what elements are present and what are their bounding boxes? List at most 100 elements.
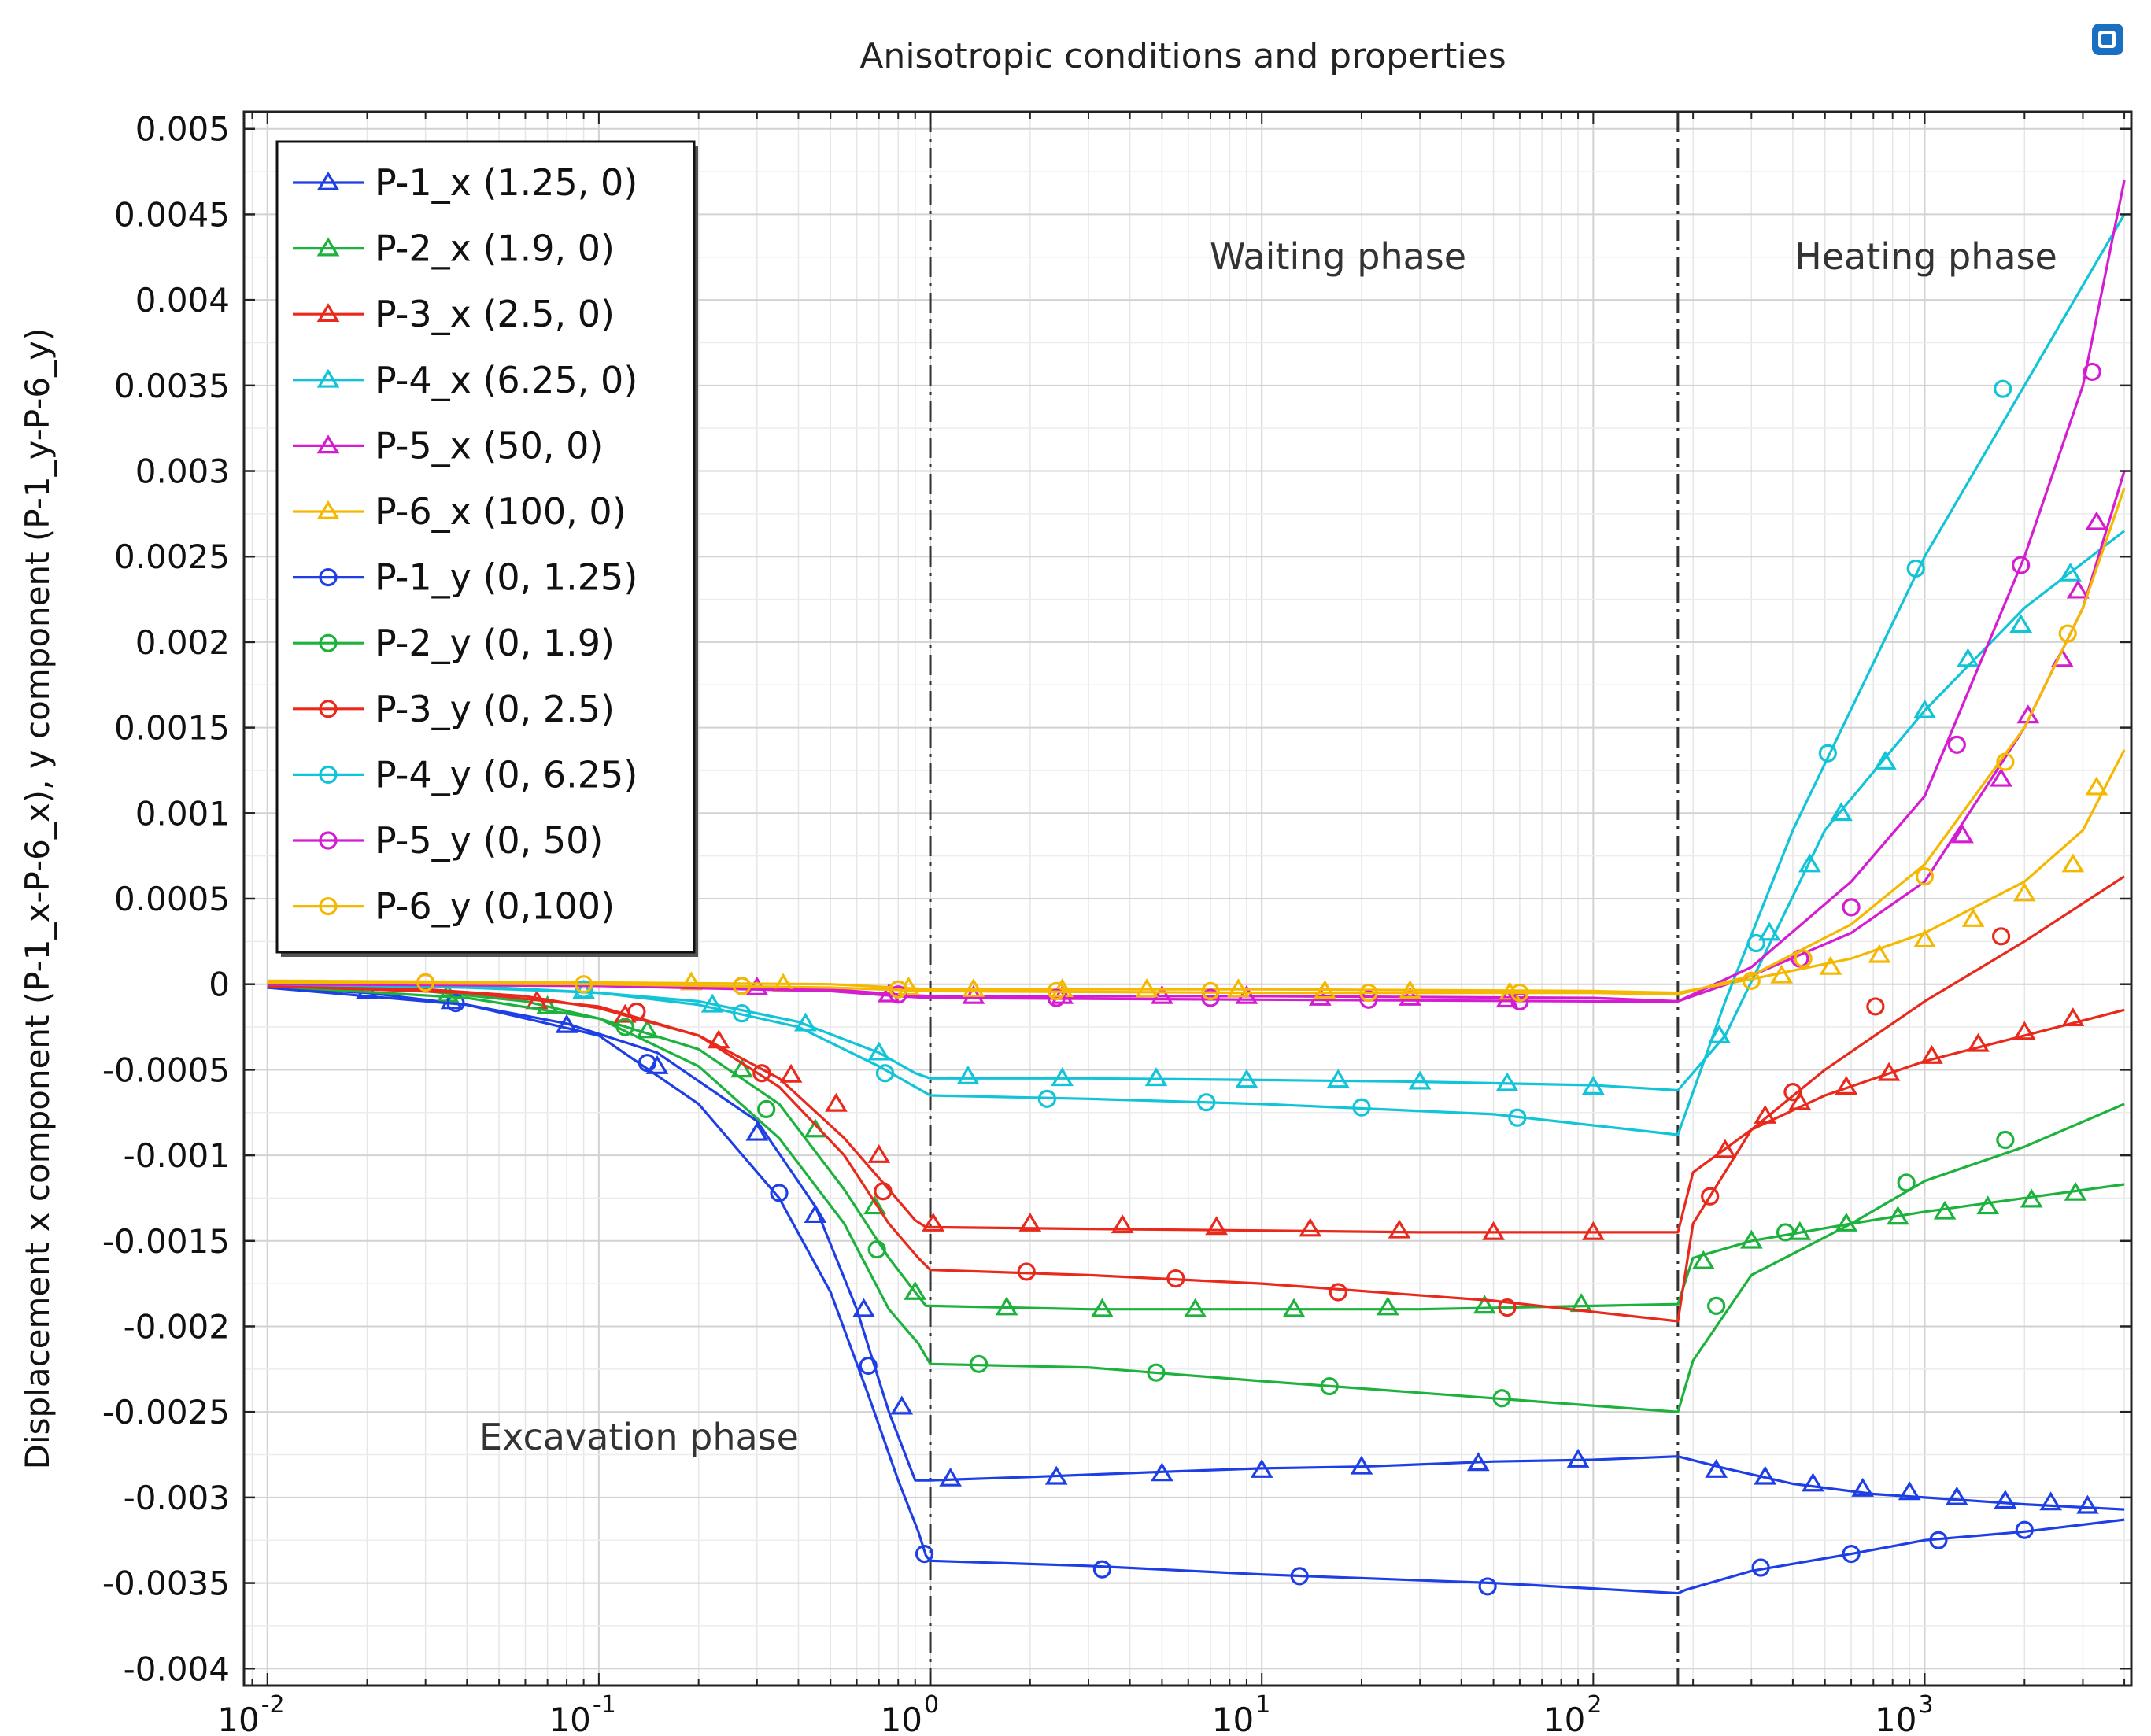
data-point-marker bbox=[1326, 1069, 1350, 1088]
series-p-4-x bbox=[267, 530, 2126, 1095]
data-point-marker bbox=[1047, 988, 1066, 1007]
data-point-marker bbox=[1802, 1472, 1824, 1492]
annotation-excavation-phase: Excavation phase bbox=[479, 1416, 799, 1458]
data-point-marker bbox=[867, 1041, 891, 1061]
legend-item: P-3_y (0, 2.5) bbox=[293, 688, 615, 730]
legend-label: P-3_y (0, 2.5) bbox=[375, 688, 615, 730]
legend-item: P-6_y (0,100) bbox=[293, 885, 615, 928]
data-point-marker bbox=[1994, 379, 2012, 398]
phase-divider-lines bbox=[929, 112, 1680, 1686]
x-tick-exponent: 2 bbox=[1587, 1691, 1602, 1719]
data-point-marker bbox=[1092, 1560, 1112, 1579]
data-point-marker bbox=[1920, 1044, 1943, 1064]
data-point-marker bbox=[897, 976, 920, 995]
x-tick-exponent: 3 bbox=[1919, 1691, 1934, 1719]
data-point-marker bbox=[825, 1092, 848, 1112]
x-tick-exponent: 0 bbox=[924, 1691, 939, 1719]
series-line bbox=[267, 487, 2126, 996]
data-point-marker bbox=[867, 1143, 891, 1163]
y-tick-label: -0.002 bbox=[124, 1307, 230, 1346]
y-tick-label: 0.005 bbox=[135, 110, 230, 149]
y-tick-label: 0.0005 bbox=[114, 880, 230, 918]
data-point-marker bbox=[1996, 1130, 2015, 1150]
data-point-marker bbox=[627, 1002, 646, 1021]
y-tick-label: -0.0015 bbox=[102, 1222, 230, 1261]
legend-label: P-2_x (1.9, 0) bbox=[375, 227, 615, 270]
data-point-marker bbox=[1887, 1206, 1909, 1225]
data-point-marker bbox=[1508, 1108, 1527, 1127]
data-point-marker bbox=[1044, 1465, 1068, 1485]
legend-label: P-1_y (0, 1.25) bbox=[375, 556, 638, 599]
y-tick-label: 0.003 bbox=[135, 452, 230, 491]
series-p-4-y bbox=[267, 213, 2126, 1136]
data-point-marker bbox=[416, 973, 435, 992]
y-tick-label: -0.004 bbox=[124, 1649, 230, 1688]
series-group bbox=[267, 179, 2126, 1596]
data-point-marker bbox=[2085, 511, 2108, 530]
series-line bbox=[267, 984, 2125, 1311]
data-point-marker bbox=[1819, 955, 1842, 975]
data-point-marker bbox=[1235, 1069, 1258, 1088]
data-point-marker bbox=[1329, 1283, 1347, 1302]
data-point-marker bbox=[1788, 1221, 1812, 1240]
series-line bbox=[267, 530, 2126, 1092]
data-point-marker bbox=[1818, 744, 1837, 763]
data-point-marker bbox=[555, 1014, 578, 1033]
data-point-marker bbox=[1897, 1173, 1916, 1192]
data-point-marker bbox=[1111, 1214, 1134, 1234]
x-tick-base: 10 bbox=[1212, 1701, 1254, 1736]
data-point-marker bbox=[1770, 964, 1794, 984]
x-tick-base: 10 bbox=[217, 1701, 259, 1736]
data-point-marker bbox=[2085, 776, 2108, 796]
data-point-marker bbox=[1746, 933, 1765, 953]
data-point-marker bbox=[1707, 1296, 1726, 1315]
data-point-marker bbox=[1842, 1545, 1861, 1564]
data-point-marker bbox=[889, 980, 907, 999]
data-point-marker bbox=[2012, 556, 2031, 574]
data-point-marker bbox=[863, 1195, 886, 1215]
legend-marker bbox=[316, 368, 340, 388]
legend-label: P-3_x (2.5, 0) bbox=[375, 293, 615, 335]
data-point-marker bbox=[1047, 981, 1066, 1000]
legend-marker bbox=[316, 500, 340, 519]
x-tick-label: 10 -1 bbox=[549, 1691, 615, 1736]
data-point-marker bbox=[1976, 1195, 2000, 1215]
data-point-marker bbox=[1691, 1250, 1715, 1269]
x-tick-base: 10 bbox=[1875, 1701, 1916, 1736]
data-point-marker bbox=[1739, 1229, 1763, 1249]
data-point-marker bbox=[1994, 1490, 2017, 1509]
y-tick-label: -0.0035 bbox=[102, 1564, 230, 1603]
data-point-marker bbox=[752, 1064, 771, 1083]
x-tick-label: 10 2 bbox=[1543, 1691, 1602, 1736]
data-point-marker bbox=[2083, 362, 2101, 382]
data-point-marker bbox=[1947, 735, 1966, 754]
legend-marker bbox=[316, 434, 340, 454]
data-point-marker bbox=[1581, 1076, 1605, 1095]
legend-marker bbox=[319, 567, 338, 587]
x-tick-base: 10 bbox=[1543, 1701, 1585, 1736]
data-point-marker bbox=[1957, 648, 1979, 667]
data-point-marker bbox=[1197, 1093, 1216, 1112]
y-tick-label: -0.0005 bbox=[102, 1051, 230, 1089]
data-point-marker bbox=[874, 1182, 893, 1201]
data-point-marker bbox=[2009, 614, 2033, 633]
legend-marker bbox=[319, 896, 338, 916]
data-point-marker bbox=[1147, 1363, 1166, 1382]
data-point-marker bbox=[1794, 949, 1813, 968]
data-point-marker bbox=[2059, 562, 2082, 582]
data-point-marker bbox=[1569, 1293, 1593, 1313]
data-point-marker bbox=[890, 1395, 914, 1415]
data-point-marker bbox=[852, 1298, 875, 1317]
series-p-6-y bbox=[267, 487, 2126, 1003]
data-point-marker bbox=[904, 1280, 927, 1300]
data-point-marker bbox=[1951, 824, 1974, 844]
data-point-marker bbox=[1091, 1298, 1114, 1317]
legend-item: P-4_x (6.25, 0) bbox=[293, 359, 638, 401]
legend: P-1_x (1.25, 0) P-2_x (1.9, 0) P-3_x (2.5,… bbox=[275, 140, 698, 957]
legend-item: P-6_x (100, 0) bbox=[293, 490, 626, 533]
data-point-marker bbox=[2061, 1007, 2085, 1027]
data-point-marker bbox=[1320, 1376, 1339, 1396]
y-tick-label: -0.001 bbox=[124, 1136, 230, 1175]
legend-label: P-6_x (100, 0) bbox=[375, 490, 626, 533]
data-point-marker bbox=[1751, 1558, 1770, 1577]
